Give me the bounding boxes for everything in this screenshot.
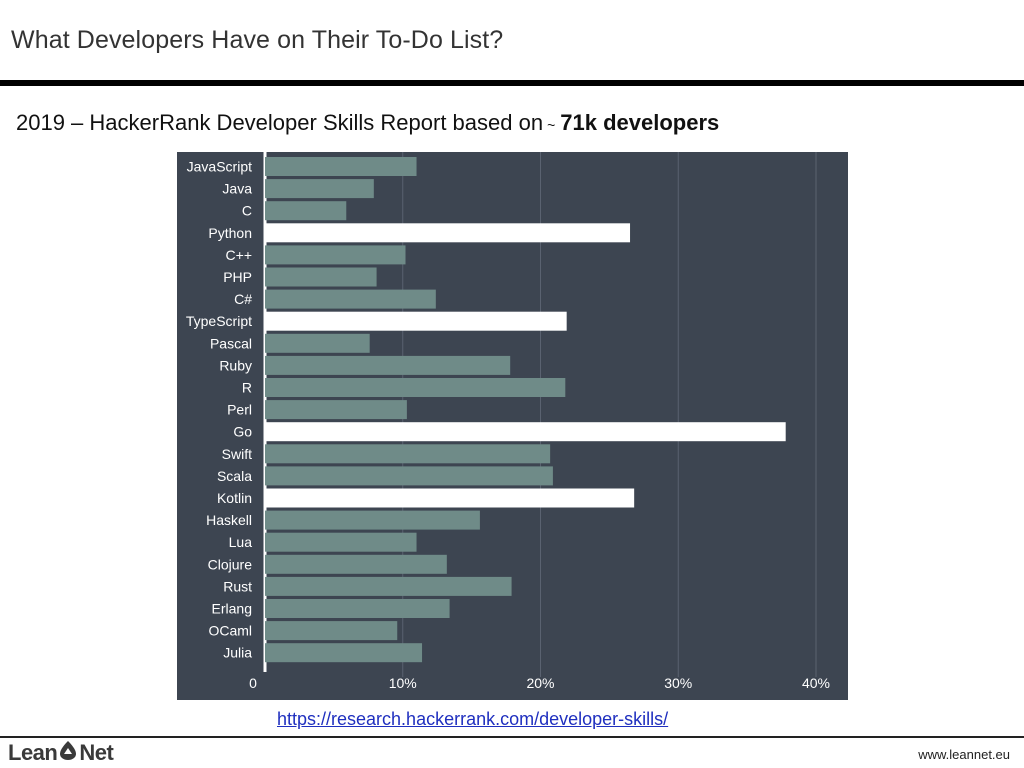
category-label: Erlang	[212, 601, 252, 617]
x-tick-label: 30%	[664, 675, 692, 691]
bar-php	[265, 267, 377, 287]
bar-swift	[265, 444, 551, 464]
category-label: C++	[226, 247, 252, 263]
bar-julia	[265, 643, 423, 663]
category-label: Kotlin	[217, 490, 252, 506]
category-label: Swift	[222, 446, 252, 462]
category-label: Rust	[223, 578, 252, 594]
category-label: JavaScript	[187, 159, 252, 175]
category-label: Clojure	[208, 556, 253, 572]
subtitle-emphasis: 71k developers	[560, 110, 720, 135]
bar-chart: JavaScript Java C Python C++ PHP C# TypeScript P…	[177, 152, 848, 700]
category-label: Scala	[217, 468, 252, 484]
x-tick-label: 10%	[389, 675, 417, 691]
category-label: Go	[233, 424, 252, 440]
category-label: Java	[222, 181, 252, 197]
bar-java	[265, 179, 374, 199]
category-label: Pascal	[210, 335, 252, 351]
footer-site-url: www.leannet.eu	[918, 747, 1010, 762]
category-label: Haskell	[206, 512, 252, 528]
category-label: Perl	[227, 402, 252, 418]
subtitle-tilde: ~	[547, 117, 556, 133]
bar-typescript	[265, 311, 567, 331]
category-label: C	[242, 203, 252, 219]
bar-r	[265, 378, 566, 397]
x-tick-label: 40%	[802, 675, 830, 691]
category-label: Lua	[229, 534, 253, 550]
category-label: R	[242, 380, 252, 396]
logo-text-right: Net	[79, 740, 114, 765]
bar-cpp	[265, 245, 406, 265]
category-label: Python	[208, 225, 252, 241]
bar-lua	[265, 532, 417, 552]
category-label: C#	[234, 291, 252, 307]
category-label: OCaml	[208, 623, 252, 639]
title-divider	[0, 80, 1024, 86]
source-link[interactable]: https://research.hackerrank.com/develope…	[277, 709, 669, 729]
bar-perl	[265, 400, 407, 420]
bar-kotlin	[265, 488, 635, 508]
footer-divider	[0, 736, 1024, 738]
bar-c	[265, 201, 347, 221]
bar-erlang	[265, 599, 450, 618]
category-label: Julia	[223, 645, 252, 661]
lean-net-logo-icon	[59, 740, 77, 766]
bar-ruby	[265, 355, 511, 375]
bar-rust	[265, 576, 512, 596]
bar-csharp	[265, 289, 436, 309]
bar-chart-svg: JavaScript Java C Python C++ PHP C# TypeScript P…	[186, 152, 830, 691]
category-label: PHP	[223, 269, 252, 285]
leannet-logo: Lean Net	[8, 739, 114, 767]
bar-python	[265, 223, 631, 243]
logo-text-left: Lean	[8, 740, 58, 765]
bar-haskell	[265, 510, 480, 530]
bar-clojure	[265, 554, 447, 574]
category-label: TypeScript	[186, 313, 252, 329]
x-tick-label: 0	[249, 675, 257, 691]
subtitle: 2019 – HackerRank Developer Skills Repor…	[16, 110, 719, 136]
slide-title: What Developers Have on Their To-Do List…	[11, 26, 504, 54]
bar-go	[265, 422, 786, 442]
category-label: Ruby	[219, 357, 252, 373]
bar-scala	[265, 466, 553, 486]
bar-javascript	[265, 157, 417, 176]
subtitle-prefix: 2019 – HackerRank Developer Skills Repor…	[16, 110, 544, 135]
x-tick-label: 20%	[526, 675, 554, 691]
bar-ocaml	[265, 621, 398, 641]
bar-pascal	[265, 333, 370, 353]
